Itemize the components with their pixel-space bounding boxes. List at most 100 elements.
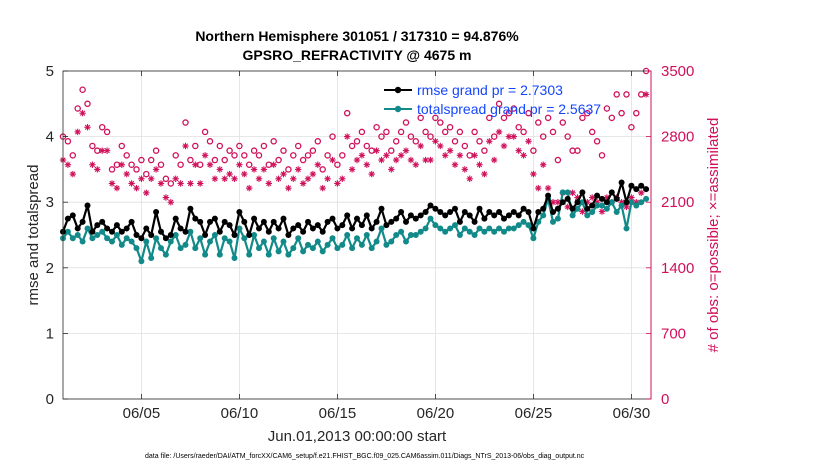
rmse-point [579,189,586,196]
totalspread-point [378,225,385,232]
obs-possible-marker [299,156,307,164]
totalspread-point [628,199,635,206]
totalspread-point [226,238,233,245]
rmse-point [417,212,424,219]
obs-possible-marker [432,114,439,122]
totalspread-point [216,251,223,258]
totalspread-point [358,241,365,248]
totalspread-point [202,251,209,258]
totalspread-point [427,215,434,222]
rmse-point [64,215,71,222]
obs-possible-marker [147,156,155,164]
obs-assimilated-marker [319,184,326,192]
rmse-point [143,225,150,232]
obs-possible-marker [84,100,91,108]
totalspread-point [471,232,478,238]
totalspread-point [309,245,316,252]
totalspread-point [148,254,155,261]
x-axis: 06/05 06/10 06/15 06/20 06/25 06/30 [123,71,650,422]
rmse-point [295,222,302,229]
obs-possible-marker [324,152,331,159]
legend-rmse-label: rmse grand pr = 2.7303 [417,82,563,98]
rmse-point [589,202,596,209]
obs-assimilated-marker [540,161,547,168]
obs-possible-marker [613,91,620,98]
rmse-series [60,179,650,242]
obs-assimilated-marker [383,152,390,159]
totalspread-point [589,209,596,216]
rmse-point [118,228,125,235]
rmse-point [138,235,145,242]
totalspread-point [554,215,561,222]
totalspread-point [452,222,458,229]
rmse-point [314,222,321,229]
obs-assimilated-marker [530,170,537,178]
obs-possible-marker [373,123,380,131]
obs-assimilated-marker [177,180,184,187]
obs-possible-marker [64,138,72,145]
x-tick-label: 06/25 [515,405,553,422]
obs-assimilated-marker [138,175,145,182]
obs-assimilated-marker [216,166,223,173]
obs-possible-marker [579,114,586,122]
obs-assimilated-marker [79,109,86,117]
y-left-tick-label: 4 [46,129,54,146]
rmse-point [427,202,434,209]
rmse-point [123,225,130,232]
obs-assimilated-marker [89,161,96,168]
obs-possible-marker [598,152,606,159]
rmse-point [510,209,517,216]
totalspread-point [344,232,351,238]
totalspread-point [290,245,297,252]
rmse-point [104,225,111,232]
obs-possible-marker [216,142,224,150]
obs-possible-marker [201,128,209,136]
rmse-point [363,212,370,219]
totalspread-point [285,251,292,258]
rmse-point [339,222,346,229]
rmse-point [633,186,640,193]
obs-possible-marker [270,138,277,145]
obs-possible-marker [157,161,165,168]
totalspread-point [300,248,307,255]
totalspread-point [437,225,444,232]
obs-possible-marker [417,114,424,122]
x-axis-label: Jun.01,2013 00:00:00 start [268,428,447,445]
totalspread-point [260,238,267,245]
totalspread-point [197,235,204,242]
rmse-point [388,218,395,225]
obs-possible-marker [314,138,322,145]
obs-possible-marker [441,128,449,136]
rmse-point [574,199,581,206]
y-right-tick-label: 0 [661,391,669,408]
totalspread-point [501,228,507,235]
totalspread-point [618,202,625,209]
obs-assimilated-marker [344,133,351,140]
totalspread-point [559,189,566,196]
totalspread-point [442,228,449,235]
obs-possible-marker [505,109,513,117]
totalspread-point [246,251,253,258]
totalspread-point [256,245,262,252]
obs-possible-marker [535,119,542,126]
legend-rmse-marker [394,86,402,94]
rmse-point [207,218,213,225]
obs-possible-marker [74,105,81,112]
obs-assimilated-marker [495,128,503,136]
obs-assimilated-marker [456,152,464,159]
obs-assimilated-marker [255,175,263,182]
obs-possible-marker [167,180,175,187]
rmse-point [383,222,390,229]
totalspread-point [388,238,395,245]
totalspread-point [515,222,522,229]
obs-possible-marker [123,152,130,159]
totalspread-point [412,232,419,238]
obs-assimilated-marker [148,175,155,182]
totalspread-point [613,209,620,216]
obs-assimilated-marker [157,180,165,187]
obs-possible-marker [358,128,366,136]
rmse-point [133,232,140,238]
obs-possible-marker [383,128,390,136]
totalspread-point [172,232,179,238]
